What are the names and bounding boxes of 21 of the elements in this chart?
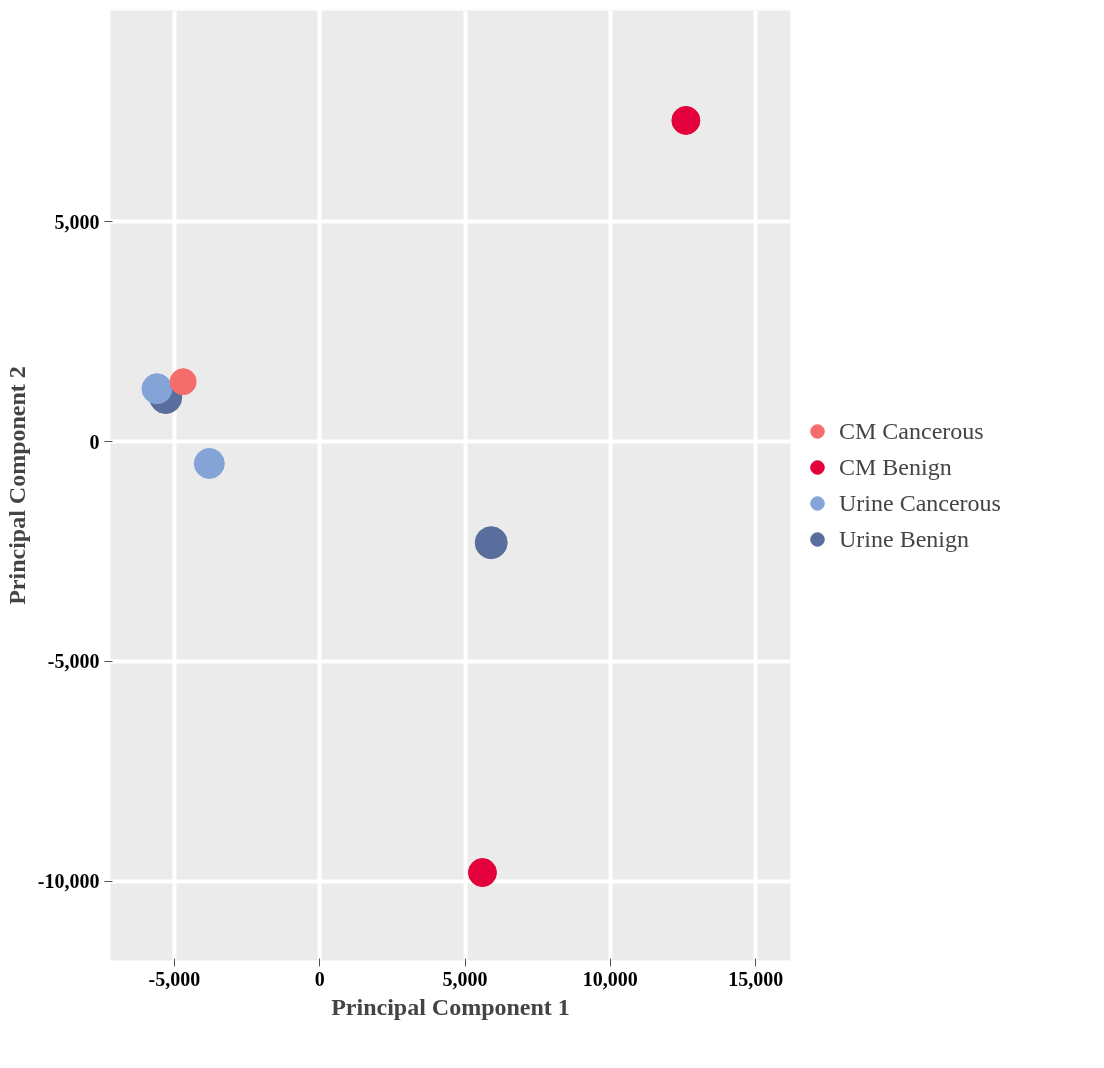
x-tick-label: 10,000: [582, 967, 638, 990]
y-tick-label: 5,000: [54, 210, 100, 233]
point: [467, 858, 497, 888]
legend-label: Urine Benign: [839, 525, 969, 553]
legend-label: CM Cancerous: [839, 417, 984, 445]
point: [141, 373, 173, 405]
y-tick-label: 0: [89, 430, 100, 453]
point: [474, 526, 508, 560]
point: [671, 105, 701, 135]
point: [169, 368, 197, 396]
x-tick-label: 15,000: [728, 967, 784, 990]
point: [193, 448, 225, 479]
y-axis-title: Principal Component 2: [3, 366, 30, 605]
x-tick-label: 0: [314, 967, 325, 990]
y-tick-label: -10,000: [37, 870, 100, 893]
x-tick-label: 5,000: [442, 967, 488, 990]
legend-label: Urine Cancerous: [839, 489, 1001, 517]
x-axis-title: Principal Component 1: [331, 993, 570, 1020]
x-tick-label: -5,000: [148, 967, 201, 990]
legend-label: CM Benign: [839, 453, 952, 481]
y-tick-label: -5,000: [47, 650, 100, 673]
